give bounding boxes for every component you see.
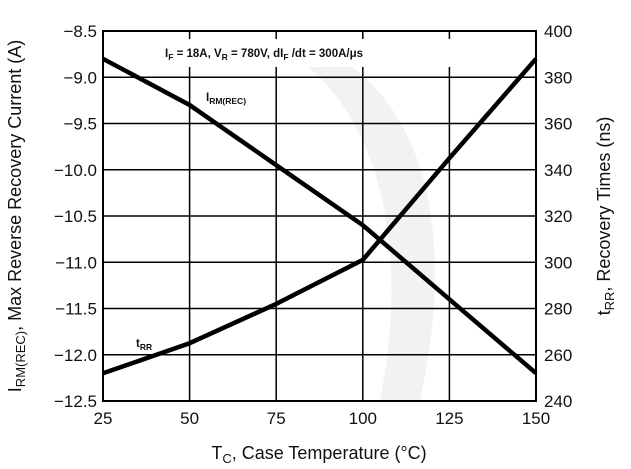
right-y-tick-label: 400 [544, 22, 572, 41]
left-y-tick-labels: −8.5 −9.0 −9.5 −10.0 −10.5 −11.0 −11.5 −12.0 −12… [54, 22, 97, 411]
x-tick-label: 150 [522, 409, 550, 428]
series-line-irm [101, 56, 538, 375]
x-tick-labels: 25 50 75 100 125 150 [94, 409, 551, 428]
right-y-tick-label: 320 [544, 207, 572, 226]
watermark [300, 40, 435, 400]
right-y-axis-title: tRR, Recovery Times (ns) [594, 117, 617, 316]
right-y-tick-label: 380 [544, 68, 572, 87]
left-y-tick-label: −10.5 [54, 207, 97, 226]
right-y-tick-label: 360 [544, 115, 572, 134]
right-y-tick-label: 340 [544, 161, 572, 180]
right-y-tick-label: 260 [544, 346, 572, 365]
x-tick-label: 25 [94, 409, 113, 428]
annotation-box [160, 39, 457, 67]
left-y-tick-label: −9.0 [63, 68, 97, 87]
left-y-tick-label: −11.5 [55, 300, 97, 319]
left-y-axis-title: IRM(REC), Max Reverse Recovery Current (… [5, 40, 28, 392]
series-line-trr [102, 57, 538, 376]
x-tick-label: 75 [267, 409, 286, 428]
test-conditions-annotation: IF = 18A, VR = 780V, dIF /dt = 300A/μs [165, 48, 363, 62]
plot-frame [102, 30, 537, 402]
x-tick-label: 125 [435, 409, 463, 428]
left-y-tick-label: −12.0 [54, 346, 97, 365]
x-tick-label: 100 [349, 409, 377, 428]
left-y-tick-label: −12.5 [54, 392, 97, 411]
x-tick-label: 50 [180, 409, 199, 428]
left-y-tick-label: −8.5 [63, 22, 97, 41]
series-label-irm: IRM(REC) [206, 92, 246, 106]
right-y-tick-label: 240 [544, 392, 572, 411]
series-lines [101, 56, 538, 376]
left-y-tick-label: −11.0 [55, 253, 97, 272]
grid [103, 31, 536, 401]
left-y-tick-label: −9.5 [63, 115, 97, 134]
right-y-tick-labels: 400 380 360 340 320 300 280 260 240 [544, 22, 572, 411]
left-y-tick-label: −10.0 [54, 161, 97, 180]
series-label-trr: tRR [136, 338, 152, 352]
right-y-tick-label: 300 [544, 253, 572, 272]
right-y-tick-label: 280 [544, 300, 572, 319]
x-axis-title: TC, Case Temperature (°C) [211, 443, 426, 466]
